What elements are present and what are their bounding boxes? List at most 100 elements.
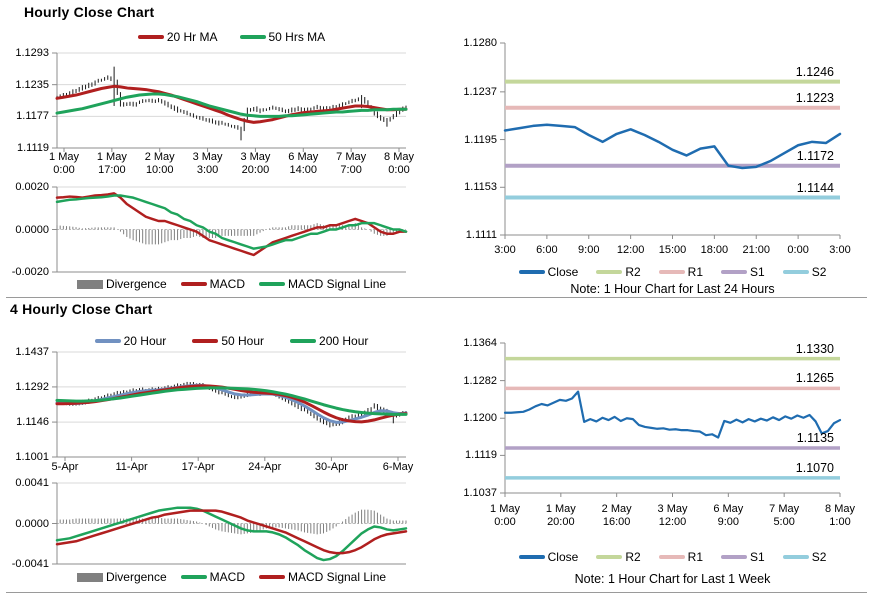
level-label-S1: 1.1135 [796,431,834,446]
legend-item-macd: MACD [180,277,245,291]
legend-label: S2 [811,550,827,564]
x-axis-label: 3 May 3:00 [192,151,223,176]
legend-label: Divergence [105,277,167,291]
y-axis-label: 1.1119 [464,449,497,462]
legend-item-r2: R2 [596,550,641,564]
x-axis-label: 6:00 [536,244,558,256]
x-axis-label: 8 May 0:00 [384,151,414,176]
legend-swatch [192,339,219,343]
legend-4hourly-macd: Divergence MACD MACD Signal Line [57,570,406,584]
legend-item-50-hour: 50 Hour [192,334,264,348]
y-axis-label: 1.1280 [463,37,497,49]
y-axis-label: 1.1282 [463,374,497,387]
legend-label: S2 [811,265,827,279]
legend-item-s1: S1 [721,265,765,279]
legend-item-s1: S1 [721,550,765,564]
x-axis-label: 30-Apr [314,461,348,473]
legend-label: MACD Signal Line [288,570,387,584]
line-series-macd [55,506,408,562]
level-label-S1: 1.1172 [796,148,834,163]
y-axis-label: 1.1364 [463,337,497,349]
legend-label: MACD [209,277,245,291]
legend-swatch [596,555,623,559]
y-axis-label: 0.0020 [15,181,49,193]
x-axis-label: 3 May 12:00 [657,503,688,528]
legend-label: 50 Hour [221,334,265,348]
section-divider-bottom [6,592,867,593]
y-axis-label: 1.1177 [16,110,49,123]
level-label-R2: 1.1246 [795,64,834,79]
legend-swatch [721,555,747,559]
x-axis-label: 3:00 [494,244,516,256]
legend-label: R1 [687,265,703,279]
y-axis-label: 1.1292 [15,380,49,393]
legend-swatch [76,572,103,582]
plot-pivot-1week [500,342,842,497]
line-series-close [503,123,842,170]
legend-swatch [518,555,545,559]
x-axis-label: 21:00 [742,244,771,256]
y-axis-label: 1.1200 [463,412,497,425]
legend-item-r1: R1 [658,265,703,279]
legend-swatch [782,270,809,274]
y-axis-label: 1.1001 [15,451,49,463]
y-axis-label: 0.0000 [15,223,49,236]
legend-swatch [76,279,103,289]
y-axis-label: 1.1437 [15,346,49,358]
x-axis-label: 6 May 9:00 [713,503,744,528]
x-axis-label: 18:00 [700,244,729,256]
legend-label: MACD Signal Line [288,277,387,291]
x-axis-label: 0:00 [787,244,809,256]
legend-item-20-hr-ma: 20 Hr MA [137,30,218,44]
x-axis-label: 8 May 1:00 [825,503,855,528]
plot-hourly-price [52,52,408,152]
x-axis-label: 15:00 [658,244,687,256]
x-axis-label: 3:00 [829,244,851,256]
legend-swatch [180,575,207,579]
y-axis-label: 1.1237 [463,85,497,98]
y-axis-label: 1.1195 [464,133,497,146]
y-axis-label: -0.0041 [11,558,49,570]
legend-item-20-hour: 20 Hour [94,334,167,348]
legend-label: R2 [625,265,641,279]
legend-item-divergence: Divergence [76,570,167,584]
legend-hourly-macd: Divergence MACD MACD Signal Line [57,277,406,291]
line-series-signal [55,194,408,250]
plot-4hourly-macd [52,482,408,565]
legend-swatch [290,339,317,343]
line-series-ma50 [55,92,408,118]
legend-label: 200 Hour [319,334,369,348]
line-series-ma200 [55,386,408,416]
line-series-signal [55,509,408,555]
x-axis-label: 7 May 5:00 [769,503,800,528]
y-axis-label: 0.0000 [15,517,49,530]
legend-swatch [518,270,545,274]
y-axis-label: 0.0041 [15,477,49,489]
legend-swatch [658,270,685,274]
section-title-hourly: Hourly Close Chart [24,4,155,20]
plot-4hourly-price [52,351,408,461]
y-axis-label: 1.1119 [16,142,49,154]
plot-pivot-24h [500,42,842,239]
legend-label: 50 Hrs MA [268,30,326,44]
note-text: Note: 1 Hour Chart for Last 1 Week [574,572,771,586]
y-axis-label: -0.0020 [11,266,49,278]
legend-item-macd-signal-line: MACD Signal Line [259,277,386,291]
x-axis-label: 1 May 0:00 [490,503,520,528]
legend-label: 20 Hour [123,334,167,348]
legend-swatch [137,35,164,39]
legend-label: Divergence [105,570,167,584]
legend-item-200-hour: 200 Hour [290,334,368,348]
legend-item-macd-signal-line: MACD Signal Line [259,570,386,584]
x-axis-label: 2 May 10:00 [144,151,175,176]
legend-item-r1: R1 [658,550,703,564]
legend-item-50-hrs-ma: 50 Hrs MA [239,30,326,44]
legend-hourly-price: 20 Hr MA 50 Hrs MA [57,30,406,44]
plot-hourly-macd [52,186,408,273]
legend-swatch [782,555,809,559]
x-axis-label: 1 May 20:00 [545,503,576,528]
note-text: Note: 1 Hour Chart for Last 24 Hours [570,282,775,296]
legend-label: Close [547,550,579,564]
legend-swatch [259,575,285,579]
